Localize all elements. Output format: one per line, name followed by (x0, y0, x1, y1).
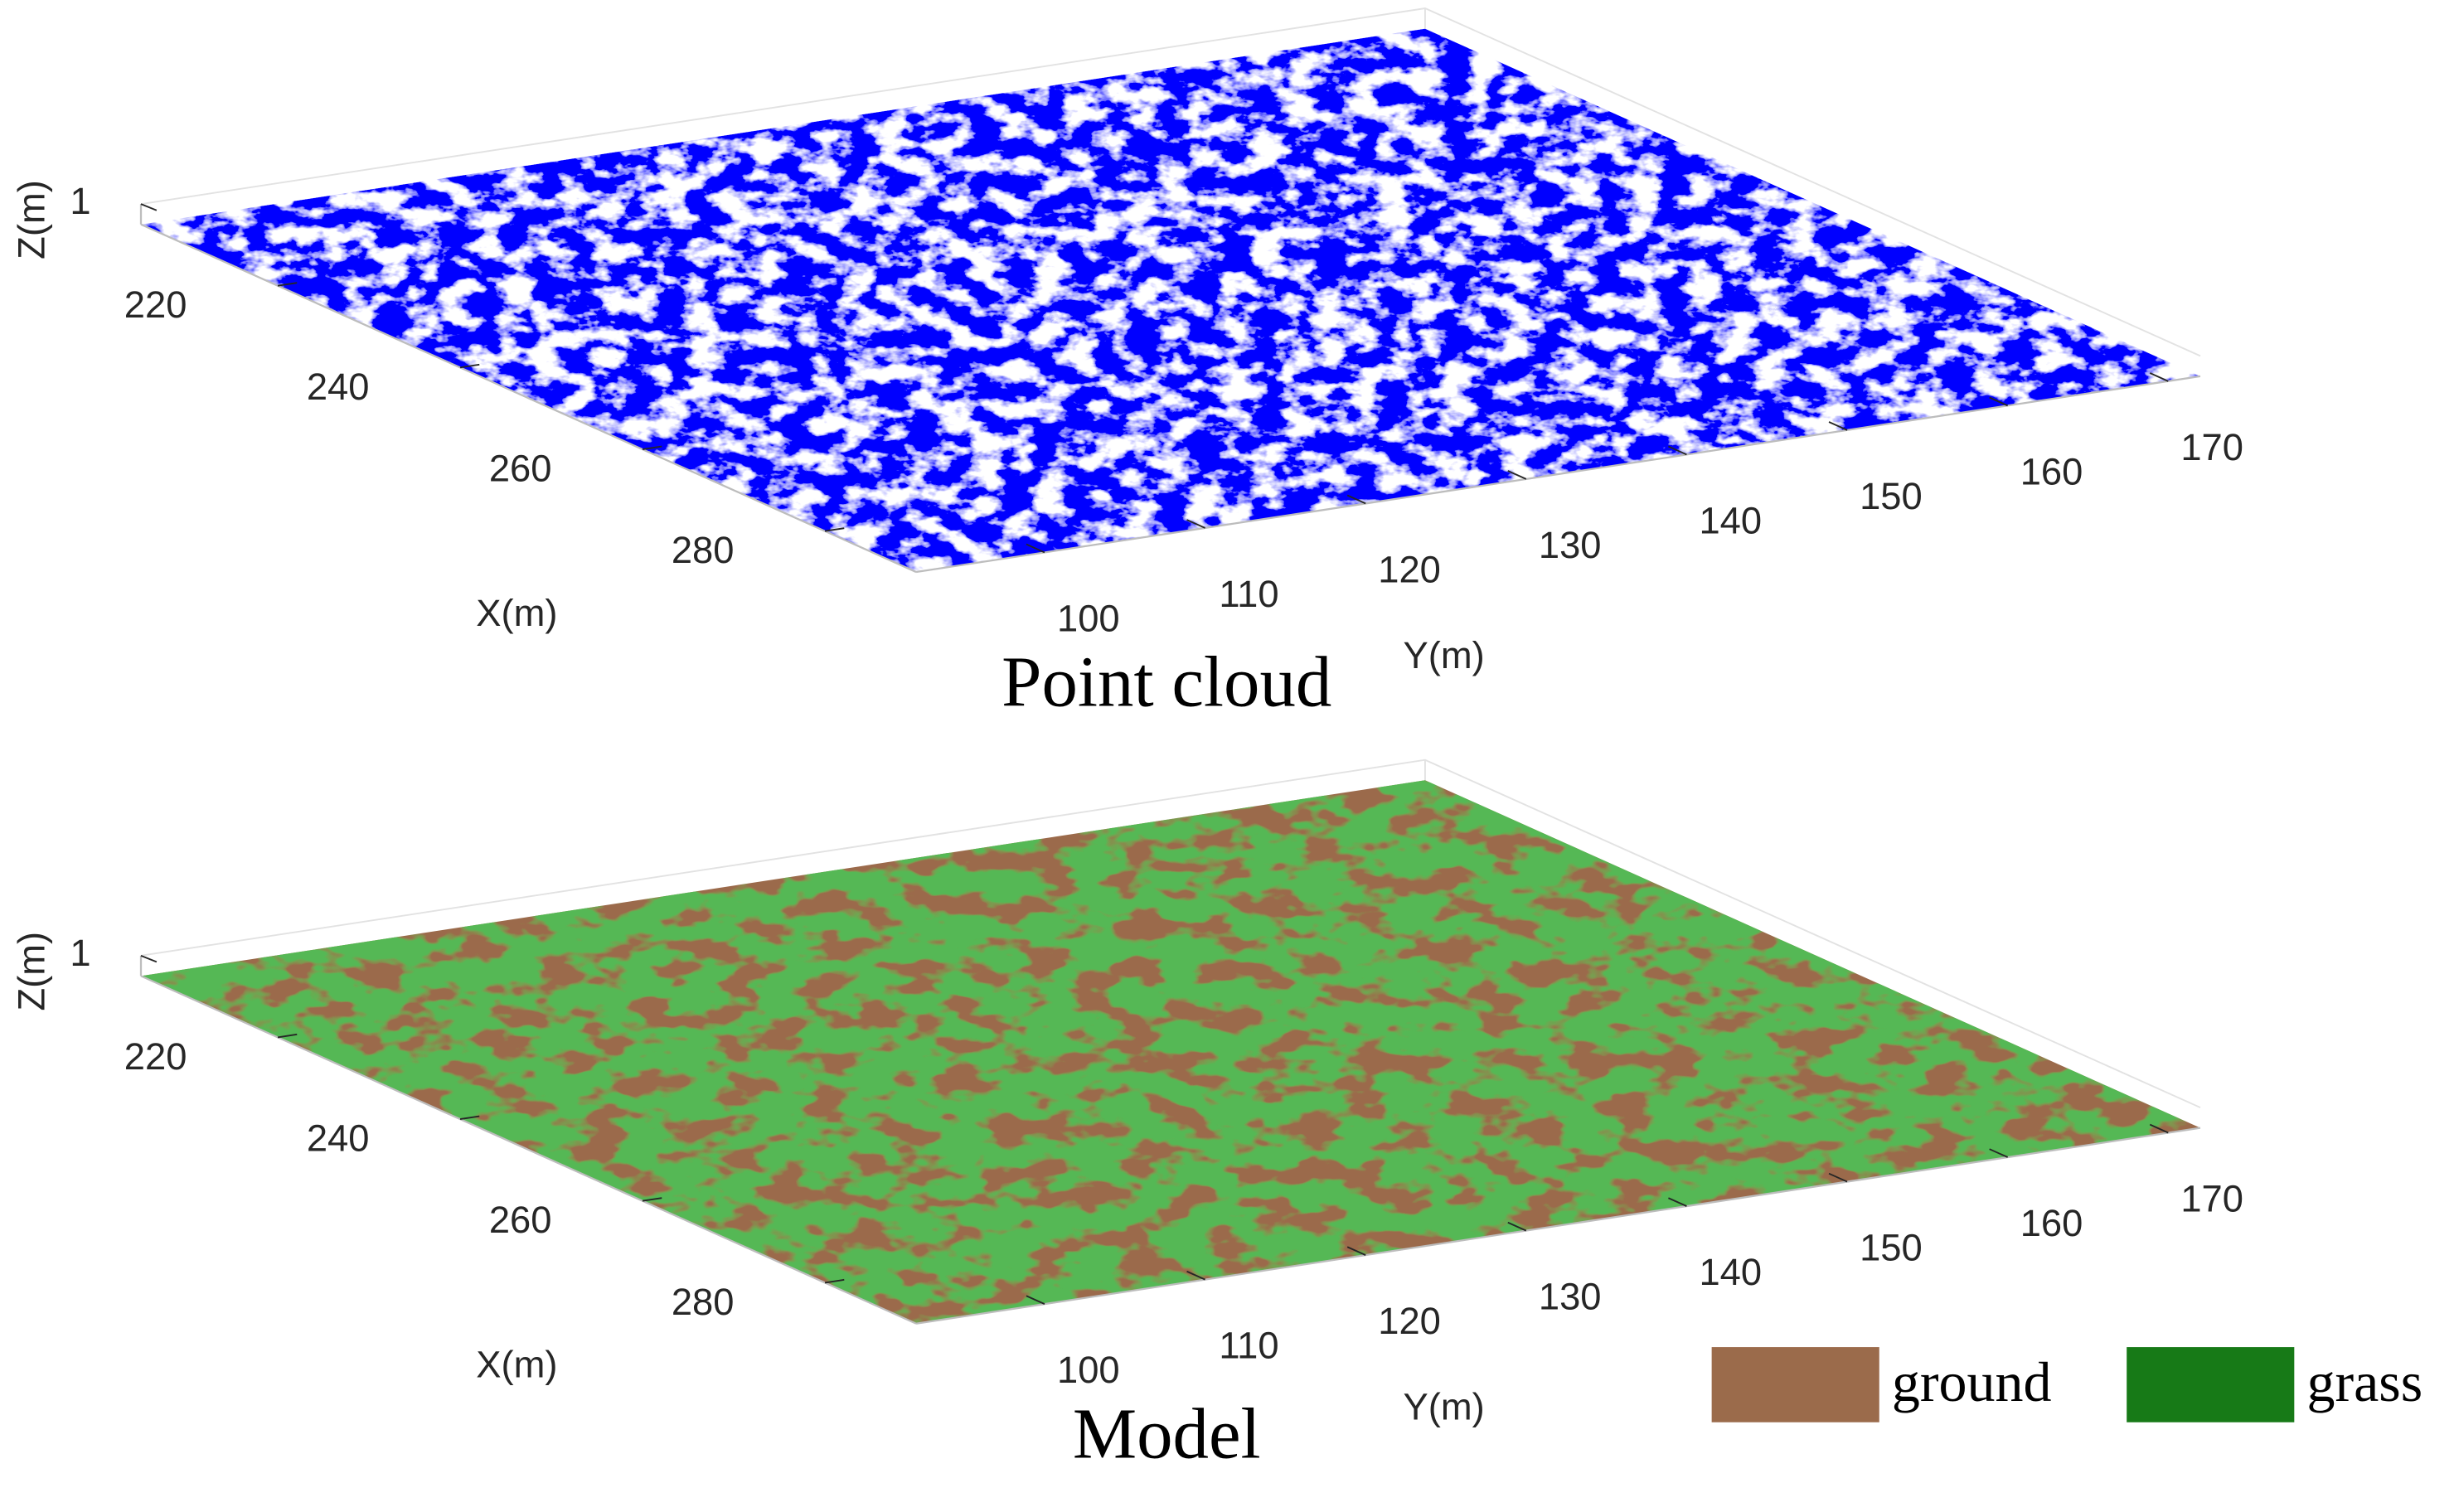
y-axis-label: Y(m) (1404, 634, 1485, 676)
x-tick-label: 240 (307, 1117, 370, 1159)
legend-label: ground (1892, 1350, 2052, 1413)
x-tick (642, 1197, 662, 1202)
x-tick-label: 240 (307, 366, 370, 408)
y-tick (1026, 1295, 1045, 1305)
y-tick-label: 170 (2180, 1178, 2243, 1220)
x-tick (642, 445, 662, 450)
y-tick-label: 110 (1219, 1325, 1278, 1367)
y-tick (1186, 519, 1205, 529)
z-axis-label: Z(m) (11, 932, 53, 1011)
panel-caption: Point cloud (1001, 642, 1331, 722)
x-axis-label: X(m) (476, 1344, 557, 1386)
panel-caption: Model (1073, 1393, 1261, 1473)
x-tick-label: 280 (672, 1281, 735, 1323)
x-tick (277, 1033, 298, 1039)
y-tick-label: 110 (1219, 573, 1278, 615)
x-tick (459, 1115, 480, 1121)
x-tick-label: 260 (489, 447, 552, 489)
y-tick-label: 150 (1860, 1227, 1923, 1269)
y-tick-label: 100 (1057, 1349, 1120, 1391)
y-tick (1507, 470, 1527, 480)
box-edge (140, 7, 2201, 357)
y-tick (1346, 1246, 1366, 1256)
x-axis-label: X(m) (476, 592, 557, 634)
x-tick (824, 1278, 845, 1284)
y-tick-label: 160 (2020, 1202, 2083, 1244)
z-tick (140, 203, 158, 211)
y-axis-line (915, 1127, 2201, 1325)
x-tick (824, 527, 845, 532)
y-tick-label: 150 (1860, 475, 1923, 517)
x-tick-label: 280 (672, 529, 735, 571)
y-tick-label: 130 (1539, 524, 1602, 566)
y-tick (1668, 445, 1687, 456)
legend-swatch (2127, 1347, 2295, 1422)
y-tick (1828, 1172, 1848, 1183)
y-tick (1668, 1197, 1687, 1207)
x-tick-label: 220 (124, 284, 187, 326)
x-tick-label: 260 (489, 1199, 552, 1241)
y-axis-line (915, 375, 2201, 574)
y-tick-label: 130 (1539, 1276, 1602, 1318)
y-tick-label: 170 (2180, 426, 2243, 468)
y-tick (1828, 421, 1848, 431)
x-axis-line (140, 223, 917, 574)
legend-swatch (1711, 1347, 1879, 1422)
x-tick (277, 282, 298, 287)
x-tick (459, 363, 480, 369)
x-axis-line (140, 975, 917, 1325)
y-tick-label: 120 (1378, 1300, 1441, 1342)
y-tick-label: 100 (1057, 598, 1120, 640)
y-tick (2149, 372, 2169, 382)
y-tick-label: 160 (2020, 450, 2083, 492)
y-tick-label: 140 (1699, 1251, 1762, 1293)
z-tick (140, 954, 158, 963)
y-tick (1186, 1270, 1205, 1281)
model-surface (141, 780, 2200, 1324)
y-tick (1507, 1221, 1527, 1232)
y-tick (1346, 494, 1366, 505)
y-axis-label: Y(m) (1404, 1386, 1485, 1428)
y-tick-label: 120 (1378, 548, 1441, 590)
y-tick (1989, 1148, 2009, 1158)
point-cloud-surface (141, 28, 2200, 573)
x-tick-label: 220 (124, 1035, 187, 1078)
y-tick-label: 140 (1699, 499, 1762, 541)
legend-label: grass (2306, 1350, 2422, 1413)
z-tick-label: 1 (70, 932, 90, 974)
z-axis-label: Z(m) (11, 180, 53, 259)
y-tick (1989, 396, 2009, 407)
y-tick (2149, 1123, 2169, 1134)
y-tick (1026, 543, 1045, 554)
z-tick-label: 1 (70, 180, 90, 222)
